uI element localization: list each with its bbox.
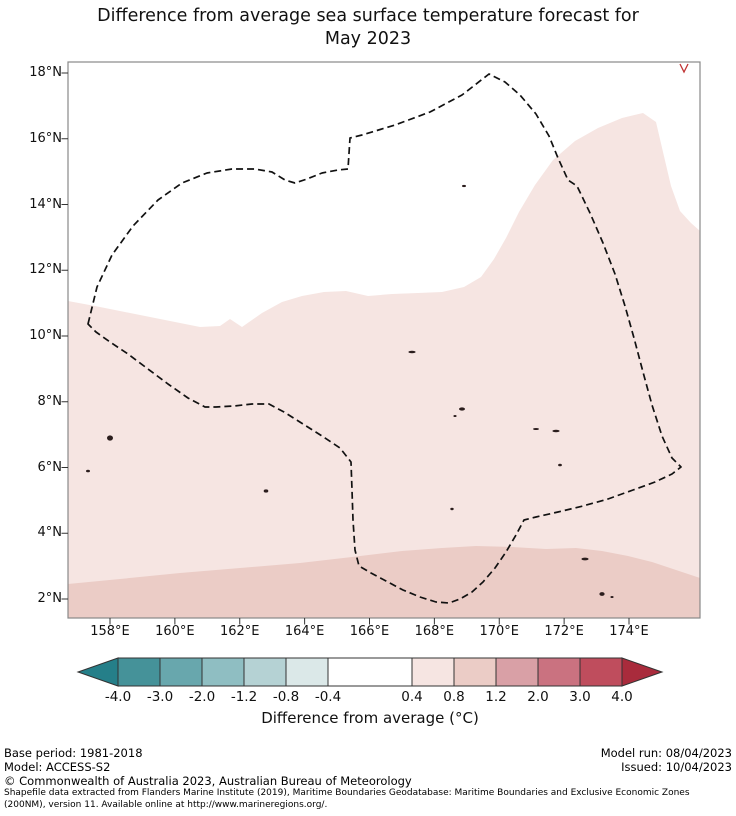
base-period-note: Base period: 1981-2018 xyxy=(4,746,143,760)
island-mark xyxy=(610,596,614,598)
plot-frame xyxy=(67,61,701,619)
colorbar-segment xyxy=(201,657,245,687)
chart-title-line1: Difference from average sea surface temp… xyxy=(97,6,639,26)
colorbar-tick-label: -4.0 xyxy=(104,689,132,705)
x-tick-label: 172°E xyxy=(544,624,584,639)
colorbar-segment xyxy=(453,657,497,687)
footer-left: Base period: 1981-2018 Model: ACCESS-S2 xyxy=(4,746,143,774)
colorbar-tick-label: 0.8 xyxy=(443,689,465,705)
colorbar-tick-label: -1.2 xyxy=(230,689,258,705)
colorbar-segment xyxy=(159,657,203,687)
colorbar-segment xyxy=(285,657,329,687)
y-tick-label: 8°N xyxy=(37,393,63,409)
chart-title-line2: May 2023 xyxy=(324,29,412,50)
anomaly-fill-regions xyxy=(68,113,700,618)
x-tick-label: 170°E xyxy=(479,624,520,639)
colorbar-segment xyxy=(579,657,623,687)
island-mark xyxy=(408,350,416,354)
x-tick-label: 158°E xyxy=(90,624,130,639)
y-tick-label: 6°N xyxy=(37,459,63,475)
island-mark xyxy=(558,463,562,467)
y-tick-label: 18°N xyxy=(29,65,62,80)
colorbar-tick-label: -0.4 xyxy=(314,689,342,705)
y-tick-label: 2°N xyxy=(37,591,63,606)
x-tick-label: 174°E xyxy=(609,624,649,639)
colorbar-tick-label: 2.0 xyxy=(527,689,549,705)
y-tick-label: 10°N xyxy=(29,328,62,343)
colorbar-tick-label: 1.2 xyxy=(485,689,507,705)
colorbar-segment xyxy=(537,657,581,687)
colorbar-segment xyxy=(495,657,539,687)
x-tick-label: 168°E xyxy=(414,624,455,639)
shapefile-note: Shapefile data extracted from Flanders M… xyxy=(4,788,690,810)
eez-dashed-boundary xyxy=(87,73,682,604)
colorbar-tick-label: 3.0 xyxy=(569,689,591,705)
y-tick-label: 16°N xyxy=(29,130,62,146)
model-note: Model: ACCESS-S2 xyxy=(4,760,111,775)
anomaly-region-0p8-to-1p2 xyxy=(68,546,700,618)
colorbar-tick-label: 0.4 xyxy=(401,689,423,705)
colorbar-tick-label: 4.0 xyxy=(611,689,633,705)
x-tick-label: 166°E xyxy=(349,624,390,639)
colorbar-tick-label: -2.0 xyxy=(188,689,216,705)
island-mark xyxy=(552,429,560,433)
footer-right: Model run: 08/04/2023 Issued: 10/04/2023 xyxy=(601,746,732,774)
island-mark xyxy=(581,557,589,561)
issued-note: Issued: 10/04/2023 xyxy=(621,760,732,775)
colorbar-segment xyxy=(327,657,413,687)
colorbar-tick-label: -3.0 xyxy=(146,689,174,705)
island-mark xyxy=(450,507,454,511)
y-tick-label: 12°N xyxy=(29,262,62,278)
model-run-note: Model run: 08/04/2023 xyxy=(600,746,732,760)
y-tick-label: 4°N xyxy=(37,525,63,541)
island-mark xyxy=(107,435,113,441)
anomaly-region-0p4-to-0p8 xyxy=(68,113,700,618)
small-red-marker xyxy=(679,63,689,74)
colorbar xyxy=(76,657,664,687)
island-marks xyxy=(86,184,614,598)
y-tick-label: 14°N xyxy=(29,196,62,212)
island-mark xyxy=(459,407,465,411)
colorbar-left-arrow xyxy=(76,657,119,687)
colorbar-caption: Difference from average (°C) xyxy=(261,709,479,727)
axis-ticks xyxy=(61,72,630,625)
x-tick-label: 162°E xyxy=(219,624,260,639)
island-mark xyxy=(86,469,90,473)
colorbar-tick-label: -0.8 xyxy=(272,689,300,705)
island-mark xyxy=(462,184,466,188)
island-mark xyxy=(533,428,539,430)
island-mark xyxy=(263,489,269,493)
island-mark xyxy=(599,592,605,596)
island-mark xyxy=(453,415,457,417)
colorbar-segment xyxy=(117,657,161,687)
copyright-note: © Commonwealth of Australia 2023, Austra… xyxy=(4,774,412,788)
colorbar-right-arrow xyxy=(621,657,664,687)
colorbar-segment xyxy=(243,657,287,687)
x-tick-label: 160°E xyxy=(155,624,195,639)
chart-title: Difference from average sea surface temp… xyxy=(0,5,736,51)
colorbar-segment xyxy=(411,657,455,687)
x-tick-label: 164°E xyxy=(284,624,325,639)
